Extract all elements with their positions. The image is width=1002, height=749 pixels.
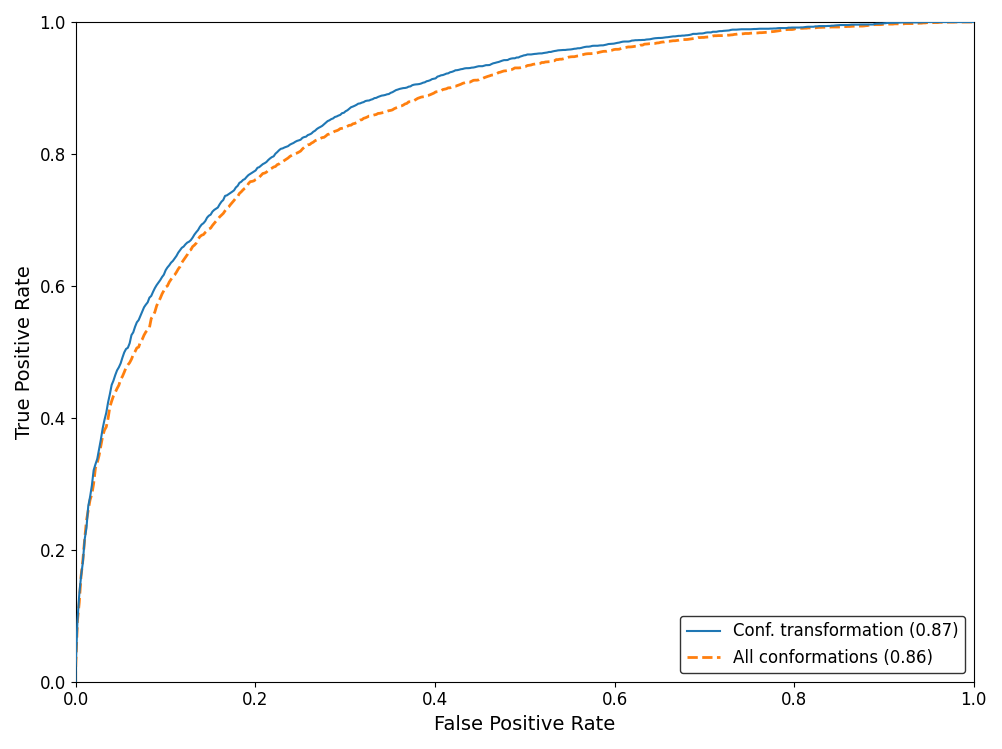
All conformations (0.86): [658, 37, 670, 46]
All conformations (0.86): [950, 17, 962, 26]
Conf. transformation (0.87): [329, 112, 341, 121]
Conf. transformation (0.87): [647, 34, 659, 43]
All conformations (0.86): [647, 39, 659, 48]
All conformations (0.86): [396, 101, 408, 110]
Conf. transformation (0.87): [658, 33, 670, 42]
Conf. transformation (0.87): [396, 84, 408, 93]
Line: Conf. transformation (0.87): Conf. transformation (0.87): [76, 22, 974, 682]
Y-axis label: True Positive Rate: True Positive Rate: [15, 265, 34, 439]
Line: All conformations (0.86): All conformations (0.86): [76, 22, 974, 682]
Conf. transformation (0.87): [291, 136, 303, 145]
Conf. transformation (0.87): [70, 677, 82, 686]
Conf. transformation (0.87): [968, 17, 980, 26]
Conf. transformation (0.87): [813, 22, 825, 31]
All conformations (0.86): [968, 17, 980, 26]
Conf. transformation (0.87): [921, 17, 933, 26]
All conformations (0.86): [291, 148, 303, 157]
All conformations (0.86): [70, 677, 82, 686]
Legend: Conf. transformation (0.87), All conformations (0.86): Conf. transformation (0.87), All conform…: [679, 616, 966, 673]
All conformations (0.86): [813, 23, 825, 32]
All conformations (0.86): [329, 127, 341, 136]
X-axis label: False Positive Rate: False Positive Rate: [434, 715, 615, 734]
